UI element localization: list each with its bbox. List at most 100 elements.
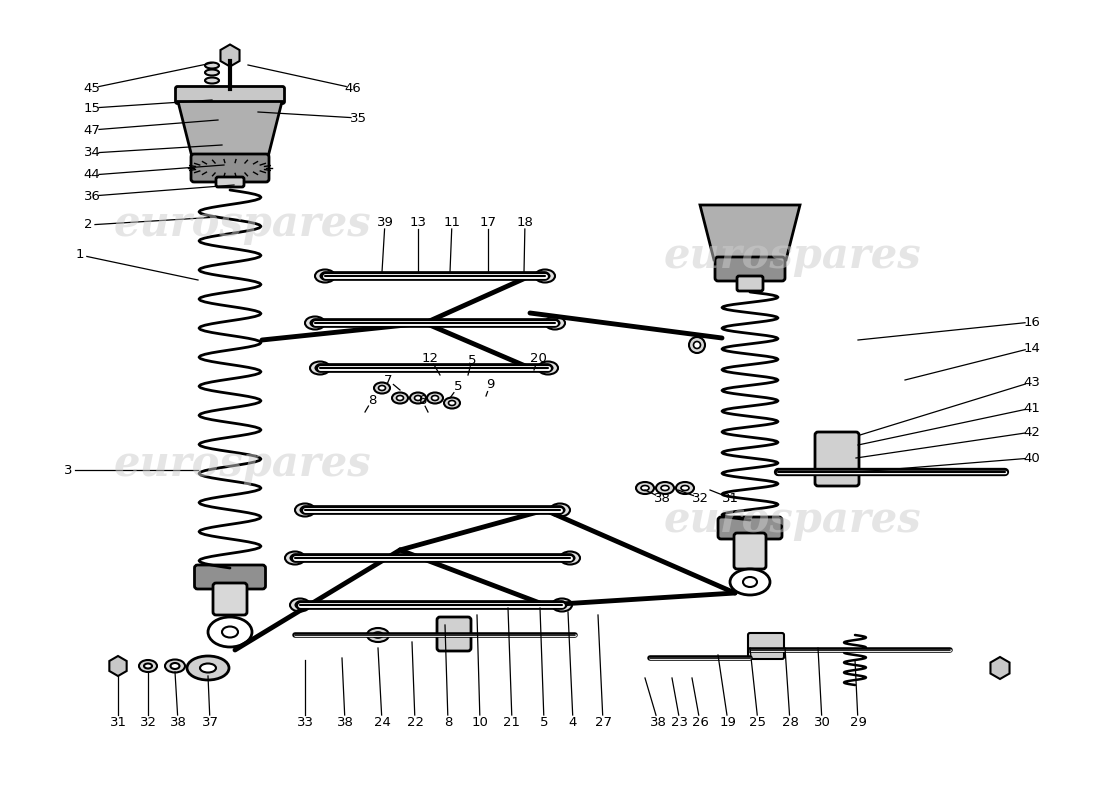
Text: 7: 7 <box>384 374 393 386</box>
Ellipse shape <box>543 365 552 371</box>
FancyBboxPatch shape <box>815 432 859 486</box>
Ellipse shape <box>367 628 389 642</box>
FancyBboxPatch shape <box>216 177 244 187</box>
FancyBboxPatch shape <box>191 154 270 182</box>
FancyBboxPatch shape <box>718 517 782 539</box>
Text: 36: 36 <box>84 190 100 202</box>
Text: eurospares: eurospares <box>113 203 371 245</box>
Polygon shape <box>700 205 800 260</box>
Polygon shape <box>178 102 282 157</box>
Ellipse shape <box>742 577 757 587</box>
Ellipse shape <box>373 632 383 638</box>
Text: 41: 41 <box>1024 402 1041 414</box>
Text: 42: 42 <box>1024 426 1041 438</box>
Text: 3: 3 <box>64 463 73 477</box>
FancyBboxPatch shape <box>437 617 471 651</box>
Ellipse shape <box>285 551 305 565</box>
Ellipse shape <box>170 663 179 669</box>
Text: 35: 35 <box>350 111 366 125</box>
Ellipse shape <box>565 555 574 561</box>
Ellipse shape <box>205 78 219 83</box>
Text: 5: 5 <box>540 715 548 729</box>
Text: 17: 17 <box>480 215 496 229</box>
Ellipse shape <box>144 663 152 669</box>
Text: 20: 20 <box>529 351 547 365</box>
Ellipse shape <box>300 507 309 513</box>
Text: 30: 30 <box>814 715 830 729</box>
Ellipse shape <box>641 486 649 490</box>
Text: eurospares: eurospares <box>663 499 921 541</box>
Ellipse shape <box>396 395 404 401</box>
Ellipse shape <box>656 482 674 494</box>
Text: 38: 38 <box>169 715 186 729</box>
FancyBboxPatch shape <box>195 565 265 589</box>
Text: 27: 27 <box>594 715 612 729</box>
Text: 33: 33 <box>297 715 313 729</box>
Ellipse shape <box>392 393 408 403</box>
Ellipse shape <box>538 362 558 374</box>
Text: 34: 34 <box>84 146 100 159</box>
Ellipse shape <box>310 320 319 326</box>
Ellipse shape <box>139 660 157 672</box>
Text: 18: 18 <box>517 215 534 229</box>
Text: 24: 24 <box>374 715 390 729</box>
Ellipse shape <box>544 317 565 330</box>
Text: 45: 45 <box>84 82 100 94</box>
Ellipse shape <box>410 393 426 403</box>
Text: 25: 25 <box>749 715 767 729</box>
Text: 43: 43 <box>1024 375 1041 389</box>
Ellipse shape <box>205 62 219 69</box>
Text: 32: 32 <box>692 491 708 505</box>
Text: 16: 16 <box>1024 315 1041 329</box>
FancyBboxPatch shape <box>715 257 785 281</box>
Ellipse shape <box>540 273 550 279</box>
Text: 2: 2 <box>84 218 92 231</box>
Text: 39: 39 <box>376 215 394 229</box>
Ellipse shape <box>427 393 443 403</box>
Ellipse shape <box>449 401 455 406</box>
Ellipse shape <box>636 482 654 494</box>
Ellipse shape <box>415 395 421 401</box>
Text: 37: 37 <box>201 715 219 729</box>
Text: 1: 1 <box>76 249 85 262</box>
Text: 28: 28 <box>782 715 799 729</box>
Ellipse shape <box>689 337 705 353</box>
Ellipse shape <box>556 507 564 513</box>
Text: 8: 8 <box>443 715 452 729</box>
Text: 38: 38 <box>650 715 667 729</box>
Ellipse shape <box>290 598 310 611</box>
Text: 12: 12 <box>421 351 439 365</box>
Text: 6: 6 <box>418 394 426 406</box>
Ellipse shape <box>295 503 315 517</box>
Text: 5: 5 <box>453 381 462 394</box>
Ellipse shape <box>208 617 252 647</box>
Text: 22: 22 <box>407 715 424 729</box>
Ellipse shape <box>187 656 229 680</box>
Ellipse shape <box>431 395 439 401</box>
Text: 31: 31 <box>110 715 126 729</box>
Text: 15: 15 <box>84 102 100 114</box>
Text: 38: 38 <box>653 491 670 505</box>
Text: 9: 9 <box>486 378 494 391</box>
Ellipse shape <box>378 386 385 390</box>
Ellipse shape <box>315 270 336 282</box>
Ellipse shape <box>558 602 566 608</box>
Text: 46: 46 <box>344 82 362 94</box>
Ellipse shape <box>305 317 324 330</box>
Ellipse shape <box>661 486 669 490</box>
Ellipse shape <box>222 626 238 638</box>
Ellipse shape <box>296 602 305 608</box>
Text: 32: 32 <box>140 715 156 729</box>
Text: 44: 44 <box>84 169 100 182</box>
FancyBboxPatch shape <box>176 86 285 103</box>
Ellipse shape <box>200 663 216 673</box>
Text: 8: 8 <box>367 394 376 406</box>
Ellipse shape <box>310 362 330 374</box>
Ellipse shape <box>316 365 324 371</box>
Text: 21: 21 <box>504 715 520 729</box>
Text: 38: 38 <box>337 715 353 729</box>
Text: 23: 23 <box>671 715 689 729</box>
Ellipse shape <box>320 273 330 279</box>
Text: 29: 29 <box>849 715 867 729</box>
Ellipse shape <box>165 659 185 673</box>
